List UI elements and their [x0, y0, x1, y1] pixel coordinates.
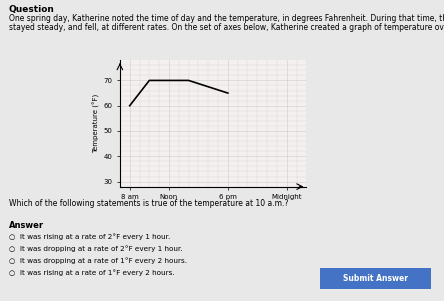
Text: Submit Answer: Submit Answer [343, 274, 408, 283]
Text: Which of the following statements is true of the temperature at 10 a.m.?: Which of the following statements is tru… [9, 199, 288, 208]
Text: ○  It was dropping at a rate of 2°F every 1 hour.: ○ It was dropping at a rate of 2°F every… [9, 245, 182, 252]
Text: Answer: Answer [9, 221, 44, 230]
Text: stayed steady, and fell, at different rates. On the set of axes below, Katherine: stayed steady, and fell, at different ra… [9, 23, 444, 32]
Y-axis label: Temperature (°F): Temperature (°F) [93, 94, 100, 153]
FancyBboxPatch shape [314, 267, 436, 290]
Text: ○  It was dropping at a rate of 1°F every 2 hours.: ○ It was dropping at a rate of 1°F every… [9, 257, 187, 264]
Text: Question: Question [9, 5, 55, 14]
Text: ○  It was rising at a rate of 2°F every 1 hour.: ○ It was rising at a rate of 2°F every 1… [9, 233, 170, 240]
Text: One spring day, Katherine noted the time of day and the temperature, in degrees : One spring day, Katherine noted the time… [9, 14, 444, 23]
Text: ○  It was rising at a rate of 1°F every 2 hours.: ○ It was rising at a rate of 1°F every 2… [9, 269, 174, 276]
